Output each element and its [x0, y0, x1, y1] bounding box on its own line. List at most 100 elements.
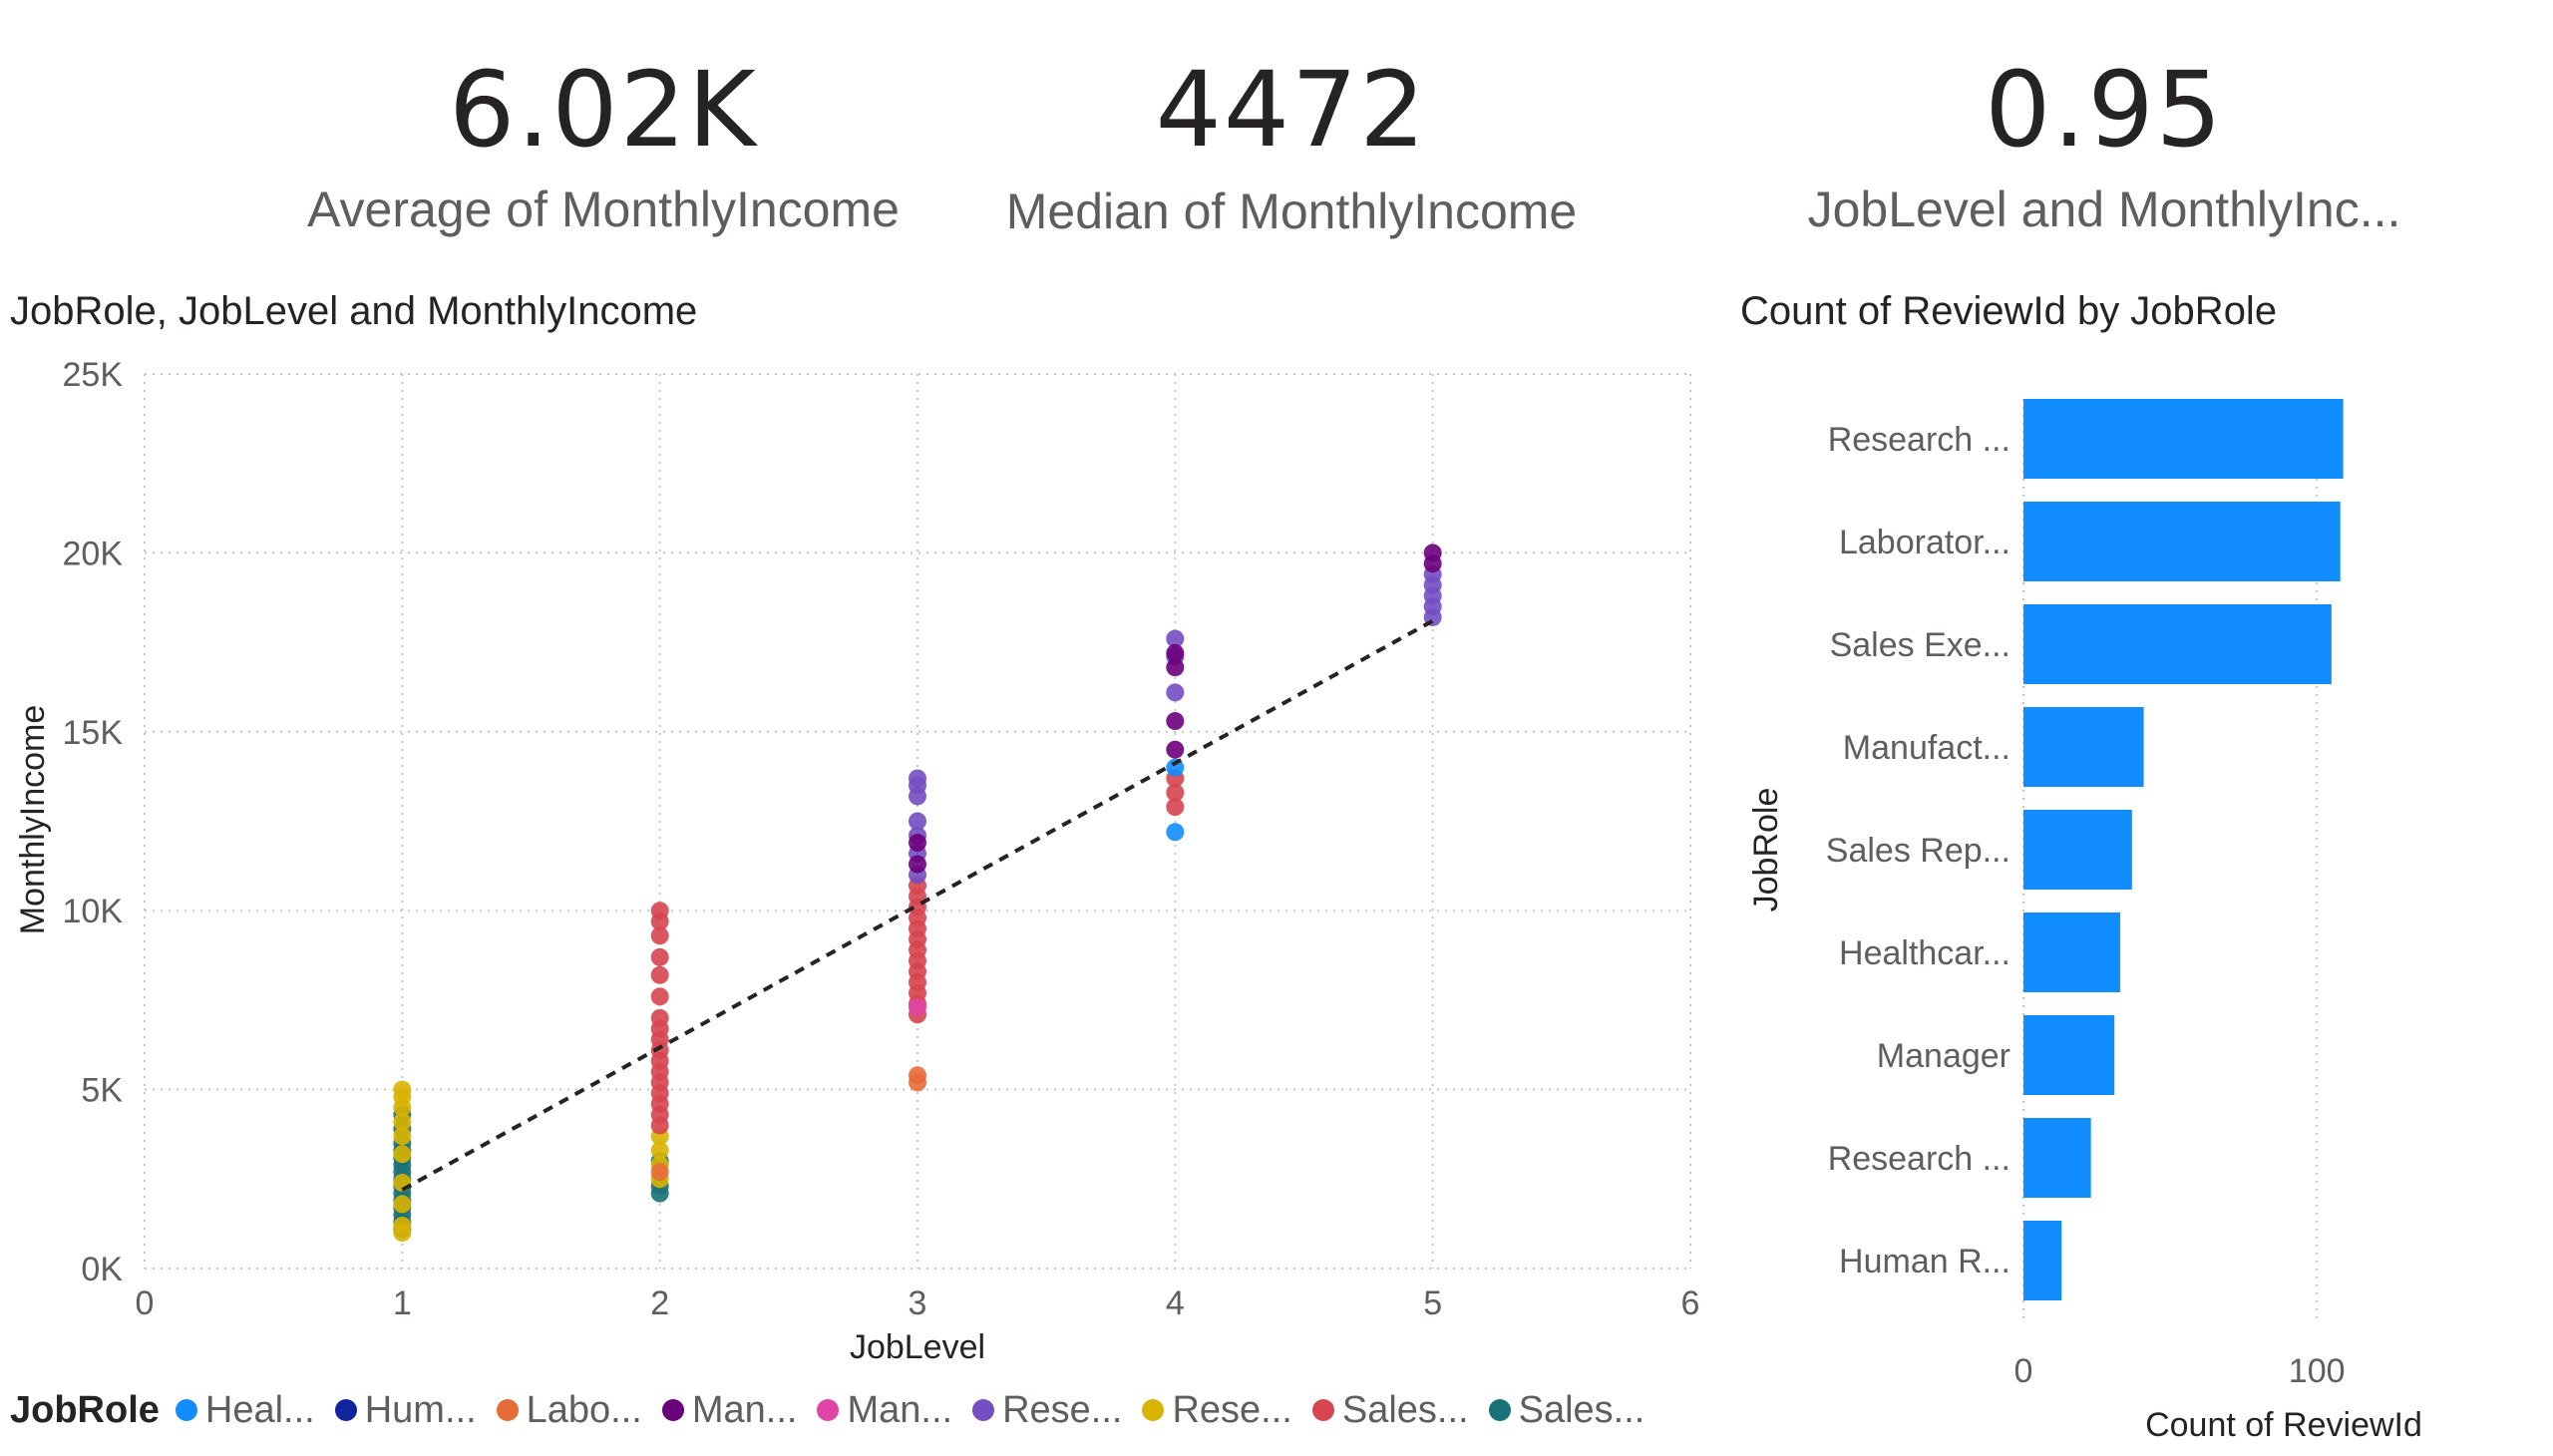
bar-x-axis-title: Count of ReviewId [2145, 1406, 2422, 1444]
scatter-point[interactable] [650, 947, 669, 966]
scatter-point[interactable] [393, 1080, 412, 1099]
scatter-point[interactable] [393, 1112, 412, 1131]
scatter-point[interactable] [650, 965, 669, 984]
scatter-point[interactable] [909, 769, 926, 788]
kpi-label: Average of MonthlyIncome [307, 182, 900, 237]
scatter-chart[interactable]: 0K 5K 10K 15K 20K 25K 0 1 2 3 4 5 6 JobLevel Monthl… [0, 349, 1715, 1376]
bar-category-label: Healthcar... [1839, 934, 2010, 972]
legend-item[interactable]: Sales... [1311, 1388, 1469, 1432]
legend-item[interactable]: Man... [661, 1388, 798, 1432]
y-tick-label: 10K [63, 893, 124, 930]
scatter-point[interactable] [1166, 629, 1185, 648]
legend-item[interactable]: Sales... [1488, 1388, 1645, 1432]
legend-marker [1142, 1399, 1165, 1421]
bar[interactable] [2023, 810, 2132, 890]
y-tick-label: 15K [63, 714, 124, 752]
scatter-point[interactable] [1166, 783, 1185, 802]
legend-item[interactable]: Hum... [334, 1388, 477, 1432]
bar-chart-title: Count of ReviewId by JobRole [1740, 289, 2278, 333]
scatter-chart-title: JobRole, JobLevel and MonthlyIncome [10, 289, 698, 333]
scatter-point[interactable] [1166, 683, 1185, 702]
x-tick-label: 5 [1423, 1284, 1442, 1322]
bar-category-label: Sales Exe... [1830, 626, 2010, 664]
bar[interactable] [2023, 1015, 2115, 1095]
kpi-value: 4472 [1155, 49, 1428, 171]
scatter-point[interactable] [909, 855, 926, 874]
y-tick-label: 25K [63, 356, 124, 394]
legend-title: JobRole [10, 1388, 160, 1431]
kpi-average-income: 6.02K Average of MonthlyIncome [299, 40, 908, 239]
y-tick-label: 0K [81, 1251, 123, 1288]
bar[interactable] [2023, 1221, 2062, 1300]
legend-item[interactable]: Rese... [972, 1389, 1122, 1432]
x-tick-label: 4 [1166, 1284, 1185, 1322]
legend-item[interactable]: Labo... [496, 1389, 642, 1432]
scatter-point[interactable] [1166, 758, 1185, 777]
scatter-point[interactable] [1166, 643, 1185, 662]
legend-item[interactable]: Heal... [175, 1389, 315, 1432]
legend-marker [496, 1399, 519, 1421]
scatter-point[interactable] [909, 834, 926, 853]
scatter-point[interactable] [650, 987, 669, 1006]
scatter-point[interactable] [393, 1145, 412, 1164]
legend-label: Man... [691, 1388, 798, 1431]
scatter-point[interactable] [1166, 740, 1185, 759]
kpi-median-income: 4472 Median of MonthlyIncome [987, 40, 1596, 243]
legend-label: Rese... [1002, 1388, 1123, 1431]
bar[interactable] [2023, 707, 2144, 787]
bar-category-label: Manager [1877, 1037, 2010, 1075]
legend-label: Sales... [1341, 1388, 1469, 1431]
x-tick-label: 1 [393, 1284, 412, 1322]
y-tick-label: 20K [63, 535, 124, 572]
x-tick-label: 6 [1681, 1284, 1700, 1322]
legend-marker [817, 1399, 840, 1421]
x-tick-label: 2 [650, 1284, 669, 1322]
bar-chart[interactable]: Research ... Laborator... Sales Exe... Manu… [1715, 349, 2553, 1456]
scatter-point[interactable] [393, 1127, 412, 1146]
bar-category-axis: Research ... Laborator... Sales Exe... Manu… [1826, 421, 2010, 1280]
bar-series [2023, 399, 2344, 1300]
kpi-label: Median of MonthlyIncome [1005, 183, 1578, 239]
scatter-point[interactable] [1166, 658, 1185, 677]
bar-category-label: Research ... [1828, 1140, 2010, 1178]
bar-value-axis: 0 100 [2014, 1352, 2346, 1390]
legend-label: Sales... [1518, 1388, 1645, 1431]
scatter-point[interactable] [650, 1141, 669, 1160]
legend-item[interactable]: Man... [817, 1389, 952, 1432]
legend-label: Hum... [364, 1388, 477, 1431]
kpi-value: 0.95 [1985, 49, 2224, 171]
scatter-points [393, 544, 1442, 1243]
bar-category-label: Research ... [1828, 421, 2010, 459]
legend-item[interactable]: Rese... [1142, 1388, 1292, 1432]
bar[interactable] [2023, 912, 2121, 992]
scatter-point[interactable] [1166, 798, 1185, 817]
kpi-label: JobLevel and MonthlyInc... [1807, 182, 2401, 237]
legend-items: Heal... Hum... Labo... Man... Man... Rese... R… [175, 1388, 1664, 1432]
bar[interactable] [2023, 399, 2344, 479]
kpi-correlation: 0.95 JobLevel and MonthlyInc... [1785, 40, 2423, 239]
legend-marker [334, 1399, 357, 1421]
scatter-point[interactable] [393, 1195, 412, 1214]
legend-marker [1488, 1399, 1511, 1421]
scatter-point[interactable] [650, 926, 669, 945]
legend-marker [175, 1399, 197, 1421]
scatter-point[interactable] [393, 1216, 412, 1235]
bar[interactable] [2023, 502, 2341, 581]
y-axis-title: MonthlyIncome [14, 705, 52, 935]
scatter-point[interactable] [650, 1163, 669, 1182]
scatter-point[interactable] [1166, 712, 1185, 731]
scatter-point[interactable] [650, 1008, 669, 1027]
scatter-point[interactable] [650, 902, 669, 920]
scatter-point[interactable] [909, 1066, 926, 1085]
bar[interactable] [2023, 1118, 2091, 1198]
bar-category-label: Human R... [1839, 1243, 2010, 1280]
bar-category-label: Laborator... [1839, 524, 2010, 561]
legend-label: Rese... [1172, 1388, 1292, 1431]
scatter-point[interactable] [1423, 544, 1442, 562]
bar-category-label: Sales Rep... [1826, 832, 2010, 870]
scatter-point[interactable] [909, 998, 926, 1017]
scatter-point[interactable] [909, 812, 926, 831]
bar[interactable] [2023, 604, 2332, 684]
scatter-point[interactable] [1166, 823, 1185, 842]
x-axis-title: JobLevel [850, 1328, 985, 1366]
